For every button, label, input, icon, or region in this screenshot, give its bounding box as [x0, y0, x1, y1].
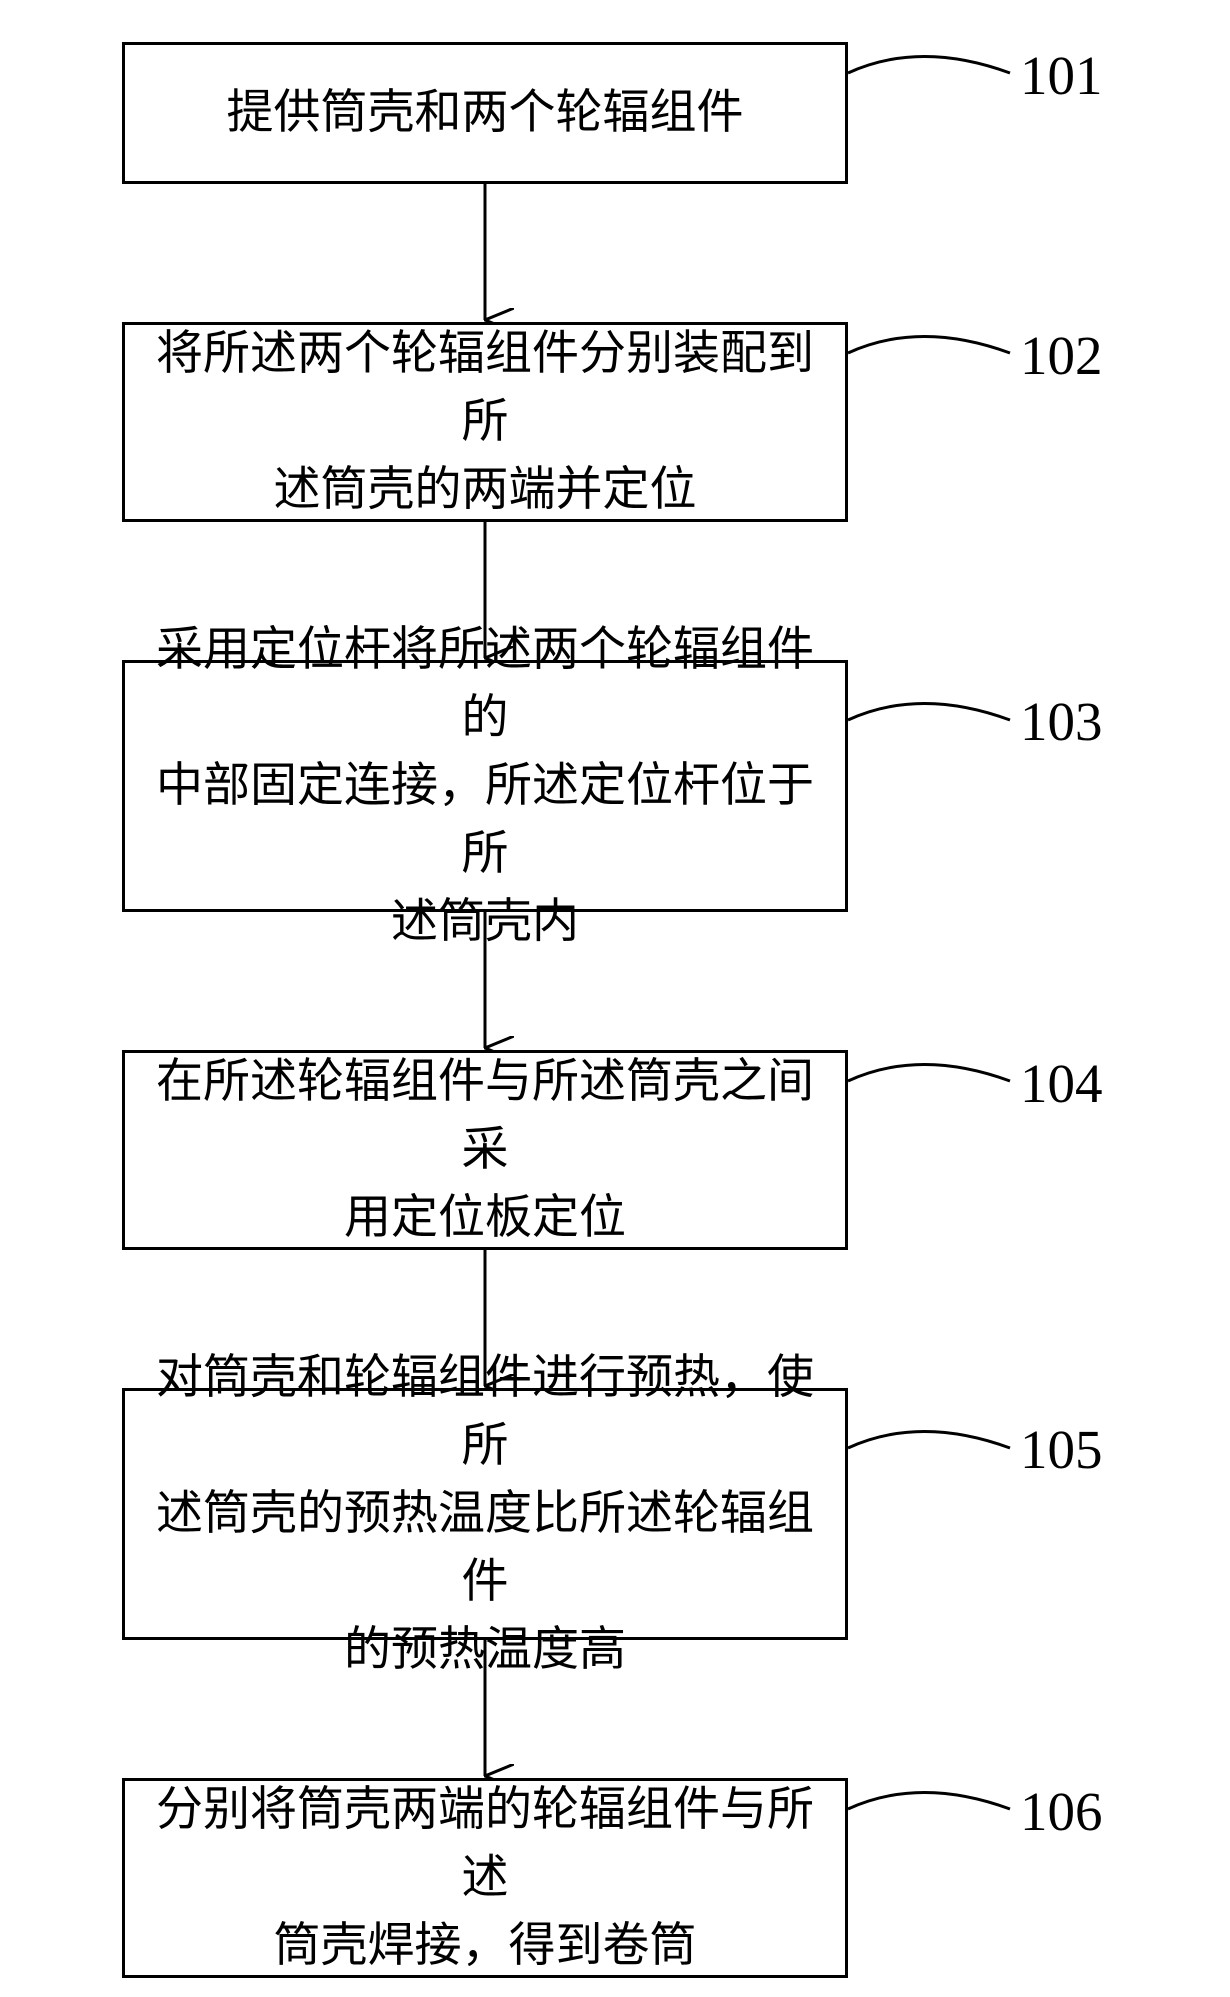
- flow-node-text: 提供筒壳和两个轮辐组件: [227, 79, 744, 147]
- label-leader-n106: [848, 1793, 1010, 1810]
- step-number-label-102: 102: [1020, 324, 1103, 387]
- step-number-label-103: 103: [1020, 690, 1103, 753]
- flowchart-canvas: 提供筒壳和两个轮辐组件将所述两个轮辐组件分别装配到所 述筒壳的两端并定位采用定位…: [0, 0, 1230, 1997]
- flow-node-n102: 将所述两个轮辐组件分别装配到所 述筒壳的两端并定位: [122, 322, 848, 522]
- flow-node-text: 在所述轮辐组件与所述筒壳之间采 用定位板定位: [143, 1048, 827, 1252]
- flow-node-text: 采用定位杆将所述两个轮辐组件的 中部固定连接，所述定位杆位于所 述筒壳内: [143, 616, 827, 957]
- label-leader-n105: [848, 1432, 1010, 1449]
- flow-node-text: 分别将筒壳两端的轮辐组件与所述 筒壳焊接，得到卷筒: [143, 1776, 827, 1980]
- flow-node-n101: 提供筒壳和两个轮辐组件: [122, 42, 848, 184]
- step-number-label-104: 104: [1020, 1052, 1103, 1115]
- flow-node-text: 对筒壳和轮辐组件进行预热，使所 述筒壳的预热温度比所述轮辐组件 的预热温度高: [143, 1344, 827, 1685]
- flow-node-n104: 在所述轮辐组件与所述筒壳之间采 用定位板定位: [122, 1050, 848, 1250]
- step-number-label-105: 105: [1020, 1418, 1103, 1481]
- label-leader-n102: [848, 337, 1010, 354]
- flowchart-svg-overlay: [0, 0, 1230, 1997]
- label-leader-n101: [848, 57, 1010, 74]
- flow-node-n105: 对筒壳和轮辐组件进行预热，使所 述筒壳的预热温度比所述轮辐组件 的预热温度高: [122, 1388, 848, 1640]
- label-leader-n103: [848, 704, 1010, 721]
- label-leader-n104: [848, 1065, 1010, 1082]
- step-number-label-106: 106: [1020, 1780, 1103, 1843]
- flow-node-n106: 分别将筒壳两端的轮辐组件与所述 筒壳焊接，得到卷筒: [122, 1778, 848, 1978]
- step-number-label-101: 101: [1020, 44, 1103, 107]
- flow-node-n103: 采用定位杆将所述两个轮辐组件的 中部固定连接，所述定位杆位于所 述筒壳内: [122, 660, 848, 912]
- flow-node-text: 将所述两个轮辐组件分别装配到所 述筒壳的两端并定位: [143, 320, 827, 524]
